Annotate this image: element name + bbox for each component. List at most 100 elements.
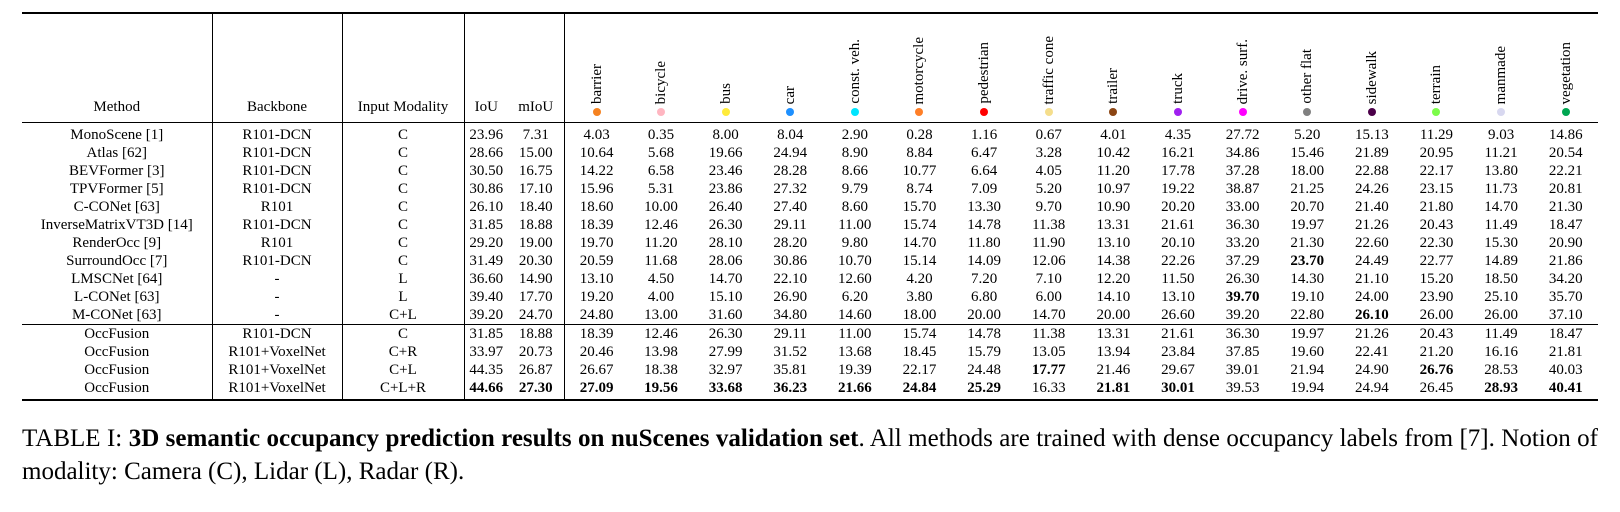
class-value-cell: 20.43 xyxy=(1404,324,1469,343)
class-value-cell: 10.77 xyxy=(902,163,937,179)
iou-cell: 30.50 xyxy=(463,162,508,180)
class-value-cell: 18.39 xyxy=(563,324,629,343)
class-color-dot xyxy=(850,108,859,116)
caption-body: . All methods are trained with dense occ… xyxy=(22,425,1599,485)
class-value-cell: 21.46 xyxy=(1096,362,1131,378)
modality-cell: C+L xyxy=(341,361,464,379)
table-row: OccFusion R101+VoxelNet C+L 44.35 26.87 26.67… xyxy=(22,361,1598,379)
method-cell: M-CONet [63] xyxy=(71,307,162,323)
class-value-cell: 7.20 xyxy=(970,271,998,287)
class-value-cell: 11.20 xyxy=(1096,163,1130,179)
class-value-cell: 10.42 xyxy=(1096,145,1131,161)
class-value-cell: 11.21 xyxy=(1484,145,1518,161)
class-value-cell: 21.94 xyxy=(1290,362,1325,378)
class-value-cell: 11.00 xyxy=(822,324,888,343)
class-value-cell: 19.20 xyxy=(563,288,629,306)
class-value-cell: 12.20 xyxy=(1096,271,1131,287)
backbone-cell: - xyxy=(211,306,342,325)
class-color-dot xyxy=(1238,108,1247,116)
class-value-cell: 19.97 xyxy=(1290,217,1325,233)
modality-cell: C xyxy=(341,162,464,180)
class-value-cell: 36.30 xyxy=(1210,324,1275,343)
modality-cell: C xyxy=(341,216,464,234)
class-value-cell: 13.10 xyxy=(1096,235,1131,251)
class-value-cell: 18.47 xyxy=(1533,324,1598,343)
class-value-cell: 25.29 xyxy=(951,379,1017,401)
class-value-cell: 8.84 xyxy=(906,145,933,161)
class-value-cell: 28.20 xyxy=(773,235,808,251)
table-caption: TABLE I: 3D semantic occupancy predictio… xyxy=(22,422,1598,488)
class-value-cell: 14.10 xyxy=(1096,289,1131,305)
class-value-cell: 7.09 xyxy=(970,181,998,197)
modality-cell: C+R xyxy=(341,343,464,361)
class-value-cell: 19.70 xyxy=(563,234,629,252)
table-row: BEVFormer [3] R101-DCN C 30.50 16.75 14.22 6.5… xyxy=(22,162,1598,180)
table-row: MonoScene [1] R101-DCN C 23.96 7.31 4.03 0.35 8… xyxy=(22,122,1598,144)
class-value-cell: 1.16 xyxy=(970,127,998,143)
class-value-cell: 40.03 xyxy=(1548,362,1583,378)
class-value-cell: 27.99 xyxy=(708,344,743,360)
class-label: bus xyxy=(717,83,734,104)
class-value-cell: 22.17 xyxy=(902,362,937,378)
method-cell: TPVFormer [5] xyxy=(69,181,164,197)
header-class-barrier: barrier xyxy=(563,12,629,123)
method-cell: OccFusion xyxy=(22,379,212,401)
class-value-cell: 18.00 xyxy=(902,307,937,323)
class-value-cell: 29.11 xyxy=(773,217,807,233)
class-value-cell: 23.70 xyxy=(1290,253,1325,269)
modality-cell: L xyxy=(341,270,464,288)
class-value-cell: 8.60 xyxy=(841,199,868,215)
class-value-cell: 4.03 xyxy=(563,122,629,144)
class-value-cell: 38.87 xyxy=(1225,181,1260,197)
caption-title: 3D semantic occupancy prediction results… xyxy=(128,425,859,452)
class-value-cell: 30.01 xyxy=(1145,379,1211,401)
class-value-cell: 21.30 xyxy=(1290,235,1325,251)
class-value-cell: 9.03 xyxy=(1487,127,1515,143)
class-value-cell: 22.21 xyxy=(1548,163,1583,179)
backbone-cell: R101 xyxy=(211,234,342,252)
class-value-cell: 17.78 xyxy=(1161,163,1195,179)
miou-cell: 17.70 xyxy=(518,289,553,305)
caption-label: TABLE I: xyxy=(22,425,129,452)
baseline-rows: MonoScene [1] R101-DCN C 23.96 7.31 4.03 0.35 8… xyxy=(22,122,1598,325)
class-value-cell: 5.68 xyxy=(647,145,675,161)
class-value-cell: 6.00 xyxy=(1035,289,1062,305)
class-value-cell: 22.26 xyxy=(1161,253,1195,269)
class-value-cell: 24.90 xyxy=(1354,362,1389,378)
class-value-cell: 21.26 xyxy=(1354,217,1389,233)
class-color-dot xyxy=(1367,108,1376,116)
class-value-cell: 8.66 xyxy=(841,163,868,179)
miou-cell: 18.40 xyxy=(518,199,553,215)
class-value-cell: 11.38 xyxy=(1032,217,1066,233)
method-cell: OccFusion xyxy=(84,362,150,378)
method-cell: BEVFormer [3] xyxy=(69,163,165,179)
header-modality: Input Modality xyxy=(341,12,464,123)
class-value-cell: 10.70 xyxy=(837,253,872,269)
class-value-cell: 20.54 xyxy=(1548,145,1583,161)
class-value-cell: 6.20 xyxy=(841,289,868,305)
class-value-cell: 30.86 xyxy=(773,253,808,269)
class-value-cell: 14.30 xyxy=(1290,271,1325,287)
miou-cell: 24.70 xyxy=(518,307,553,323)
class-value-cell: 31.60 xyxy=(708,307,743,323)
class-value-cell: 20.90 xyxy=(1548,235,1583,251)
backbone-cell: R101-DCN xyxy=(211,144,342,162)
class-value-cell: 18.60 xyxy=(563,198,629,216)
miou-cell: 14.90 xyxy=(518,271,553,287)
modality-cell: L xyxy=(341,288,464,306)
class-value-cell: 14.60 xyxy=(837,307,872,323)
class-value-cell: 20.43 xyxy=(1419,217,1454,233)
class-value-cell: 16.16 xyxy=(1484,344,1518,360)
class-value-cell: 15.96 xyxy=(563,180,629,198)
class-value-cell: 10.90 xyxy=(1096,199,1131,215)
class-label: car xyxy=(782,85,799,104)
class-value-cell: 32.97 xyxy=(708,362,743,378)
class-value-cell: 12.06 xyxy=(1031,253,1066,269)
class-value-cell: 3.80 xyxy=(906,289,933,305)
class-value-cell: 11.49 xyxy=(1468,324,1534,343)
class-value-cell: 18.39 xyxy=(563,216,629,234)
header-class-car: car xyxy=(757,12,823,123)
class-value-cell: 21.40 xyxy=(1354,199,1389,215)
class-value-cell: 22.88 xyxy=(1354,163,1389,179)
class-value-cell: 5.20 xyxy=(1035,181,1062,197)
